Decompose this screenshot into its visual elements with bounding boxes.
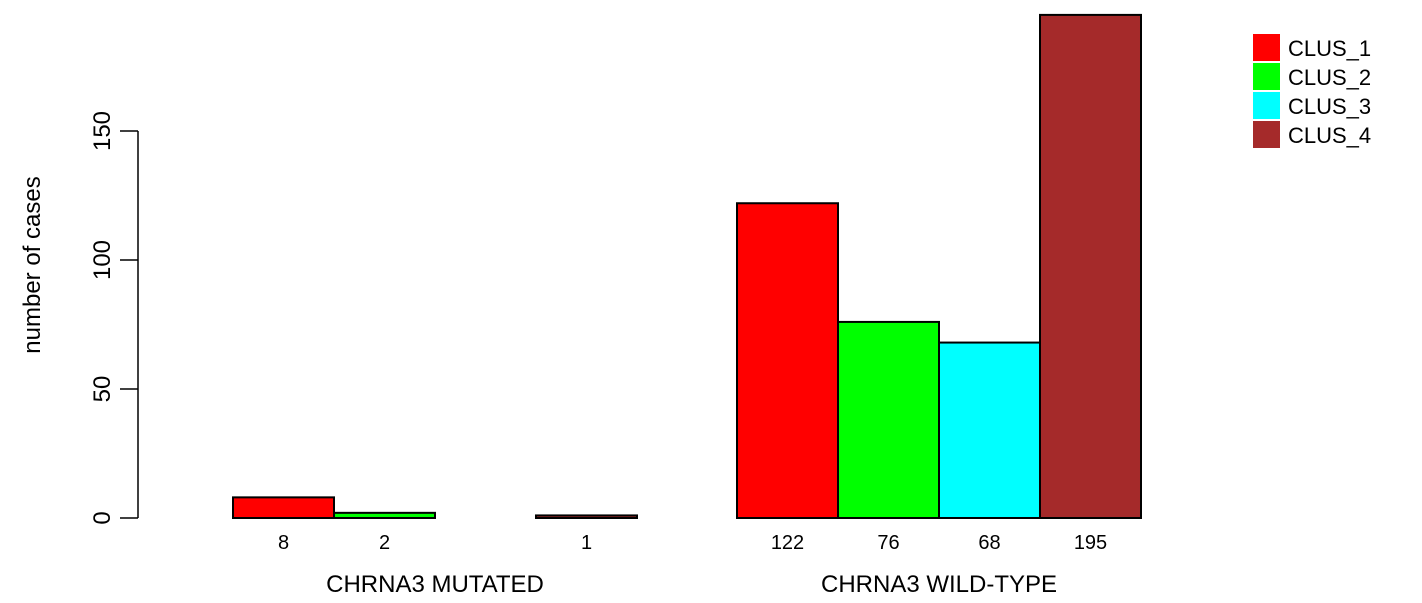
legend-swatch <box>1253 92 1280 119</box>
legend: CLUS_1 CLUS_2 CLUS_3 CLUS_4 <box>1253 34 1371 148</box>
group-label: CHRNA3 MUTATED <box>326 571 544 598</box>
bar-value-label: 122 <box>771 532 804 554</box>
bar-value-label: 8 <box>278 532 289 554</box>
bar <box>938 341 1041 519</box>
y-tick-label: 100 <box>89 240 116 280</box>
y-tick-label: 0 <box>89 511 116 524</box>
bar-value-label: 1 <box>581 532 592 554</box>
bar <box>1039 13 1142 520</box>
bar-value-label: 76 <box>877 532 899 554</box>
group-labels: CHRNA3 MUTATED CHRNA3 WILD-TYPE <box>326 571 1057 598</box>
bar-value-label: 2 <box>379 532 390 554</box>
y-tick-label: 50 <box>89 376 116 403</box>
bar <box>837 320 940 520</box>
value-labels: 8 2 1 122 76 68 195 <box>278 532 1107 554</box>
legend-label: CLUS_1 <box>1288 36 1371 61</box>
legend-label: CLUS_4 <box>1288 123 1371 148</box>
bar <box>535 514 638 519</box>
bar <box>736 202 839 520</box>
legend-swatch <box>1253 121 1280 148</box>
legend-swatch <box>1253 63 1280 90</box>
bar-value-label: 195 <box>1074 532 1107 554</box>
bars <box>232 13 1142 520</box>
legend-swatch <box>1253 34 1280 61</box>
legend-label: CLUS_2 <box>1288 65 1371 90</box>
legend-label: CLUS_3 <box>1288 94 1371 119</box>
y-axis: 0 50 100 150 <box>89 111 139 525</box>
bar <box>333 511 436 520</box>
y-tick-label: 150 <box>89 111 116 151</box>
bar-value-label: 68 <box>978 532 1000 554</box>
y-axis-label: number of cases <box>19 176 46 353</box>
group-label: CHRNA3 WILD-TYPE <box>821 571 1057 598</box>
bar <box>232 496 335 519</box>
